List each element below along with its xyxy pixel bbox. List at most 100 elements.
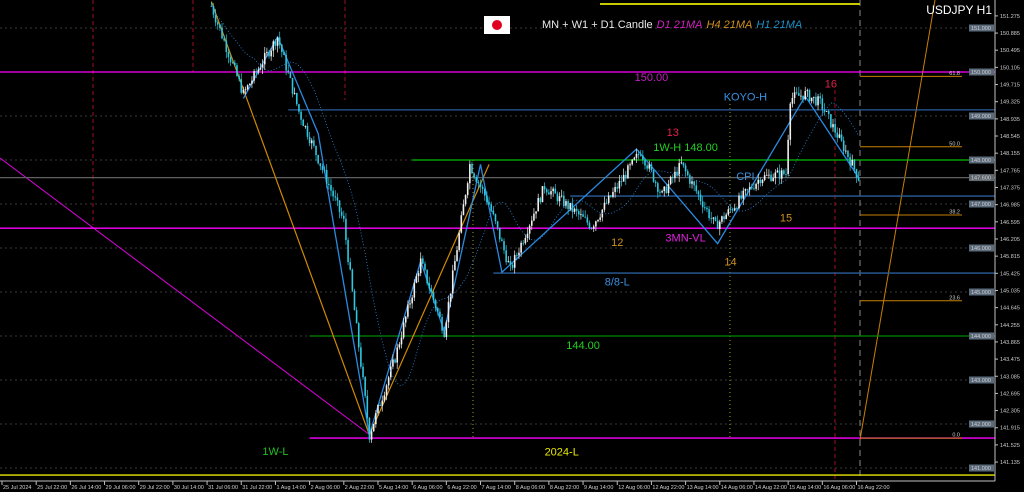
candle-body[interactable] [404, 316, 407, 323]
candle-body[interactable] [744, 189, 747, 191]
candle-body[interactable] [428, 283, 431, 289]
candle-body[interactable] [501, 239, 503, 242]
candle-body[interactable] [387, 377, 390, 386]
candle-body[interactable] [334, 196, 337, 198]
candle-body[interactable] [251, 80, 253, 84]
candle-body[interactable] [770, 174, 772, 181]
candle-body[interactable] [490, 204, 493, 211]
candle-body[interactable] [556, 193, 559, 202]
candle-body[interactable] [436, 308, 439, 312]
candle-body[interactable] [704, 207, 706, 209]
candle-body[interactable] [847, 150, 849, 158]
candle-body[interactable] [225, 40, 228, 53]
candle-body[interactable] [592, 226, 595, 229]
candle-body[interactable] [462, 204, 465, 216]
candle-body[interactable] [449, 293, 452, 302]
candle-body[interactable] [706, 207, 708, 210]
candle-body[interactable] [590, 228, 593, 229]
candle-body[interactable] [349, 262, 352, 270]
candle-body[interactable] [774, 172, 777, 179]
candle-body[interactable] [483, 188, 486, 196]
candle-body[interactable] [543, 186, 546, 190]
candle-body[interactable] [808, 90, 811, 102]
candle-body[interactable] [650, 164, 653, 171]
candle-body[interactable] [563, 195, 565, 207]
candle-body[interactable] [310, 140, 313, 144]
candle-body[interactable] [298, 104, 300, 112]
candle-body[interactable] [761, 179, 764, 184]
candle-body[interactable] [377, 404, 379, 414]
candle-body[interactable] [800, 95, 802, 97]
candle-body[interactable] [552, 188, 554, 192]
candle-body[interactable] [539, 198, 542, 203]
candle-body[interactable] [573, 208, 576, 212]
candle-body[interactable] [351, 269, 354, 291]
candle-body[interactable] [607, 195, 610, 204]
candle-body[interactable] [560, 195, 563, 197]
candle-body[interactable] [740, 195, 742, 199]
candle-body[interactable] [231, 62, 234, 64]
candle-body[interactable] [642, 155, 644, 160]
candle-body[interactable] [261, 64, 264, 69]
candle-body[interactable] [505, 250, 507, 263]
candle-body[interactable] [263, 53, 266, 65]
candle-body[interactable] [255, 71, 258, 73]
candle-body[interactable] [242, 89, 245, 93]
candle-body[interactable] [430, 288, 433, 292]
candle-body[interactable] [439, 311, 441, 318]
candle-body[interactable] [689, 175, 691, 184]
candle-body[interactable] [682, 162, 685, 166]
candle-body[interactable] [588, 222, 591, 229]
candle-body[interactable] [362, 366, 364, 378]
candle-body[interactable] [513, 255, 516, 268]
candle-body[interactable] [646, 165, 648, 169]
candle-body[interactable] [236, 65, 238, 76]
candle-body[interactable] [509, 261, 512, 265]
candle-body[interactable] [659, 191, 661, 193]
candle-body[interactable] [714, 217, 717, 221]
candle-body[interactable] [595, 221, 597, 227]
candle-body[interactable] [447, 301, 450, 323]
candle-body[interactable] [432, 291, 435, 301]
candle-body[interactable] [610, 195, 612, 197]
candle-body[interactable] [488, 202, 490, 205]
candle-body[interactable] [575, 208, 578, 212]
candle-body[interactable] [693, 181, 695, 186]
candle-body[interactable] [635, 153, 638, 158]
candle-body[interactable] [229, 57, 232, 63]
candle-body[interactable] [558, 196, 561, 202]
candle-body[interactable] [454, 261, 456, 271]
candle-body[interactable] [639, 154, 642, 156]
candle-body[interactable] [249, 83, 251, 86]
candle-body[interactable] [699, 194, 702, 202]
candle-body[interactable] [718, 221, 721, 230]
candle-body[interactable] [853, 159, 856, 170]
candle-body[interactable] [791, 98, 794, 104]
candle-body[interactable] [661, 191, 663, 193]
candle-body[interactable] [372, 424, 375, 432]
candle-body[interactable] [219, 24, 221, 28]
candle-body[interactable] [637, 153, 640, 155]
candle-body[interactable] [727, 209, 730, 215]
candle-body[interactable] [729, 209, 732, 211]
candle-body[interactable] [426, 269, 428, 284]
candle-body[interactable] [695, 185, 698, 192]
candle-body[interactable] [701, 201, 704, 208]
candle-body[interactable] [234, 62, 236, 66]
candle-body[interactable] [823, 109, 826, 112]
candle-body[interactable] [533, 213, 535, 221]
candle-body[interactable] [721, 216, 723, 222]
candle-body[interactable] [407, 304, 409, 317]
candle-body[interactable] [629, 164, 631, 166]
candle-body[interactable] [259, 68, 262, 70]
candle-body[interactable] [518, 252, 520, 256]
candle-body[interactable] [402, 322, 405, 338]
candle-body[interactable] [834, 124, 836, 133]
candle-body[interactable] [697, 191, 700, 195]
candle-body[interactable] [830, 114, 832, 128]
candle-body[interactable] [798, 93, 800, 96]
candle-body[interactable] [584, 216, 586, 218]
candle-body[interactable] [733, 207, 736, 211]
candle-body[interactable] [368, 418, 371, 440]
